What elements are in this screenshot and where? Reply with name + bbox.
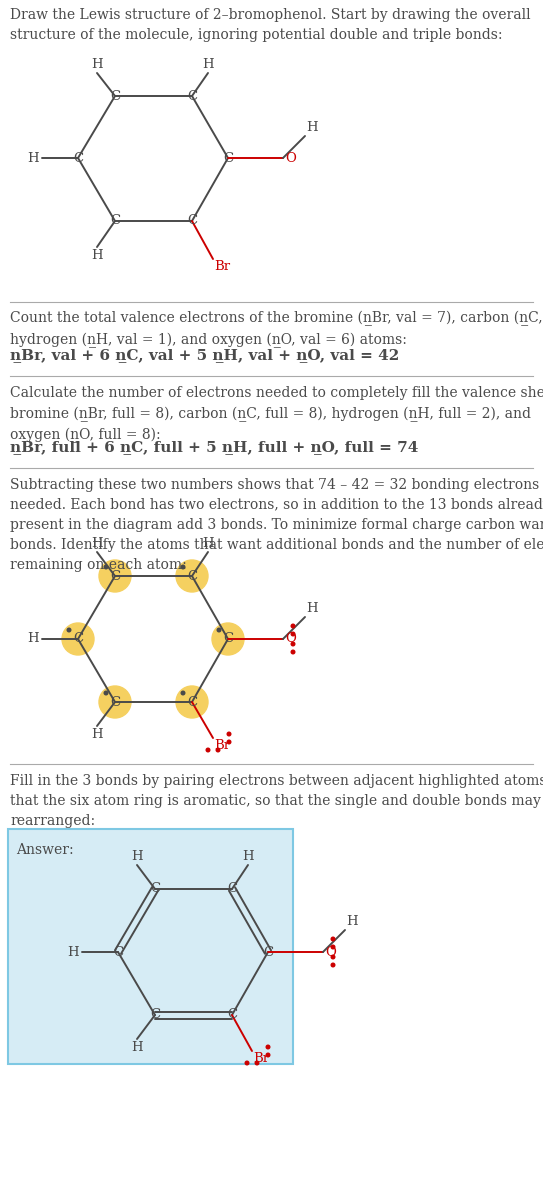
FancyBboxPatch shape xyxy=(8,830,293,1064)
Text: Fill in the 3 bonds by pairing electrons between adjacent highlighted atoms. Not: Fill in the 3 bonds by pairing electrons… xyxy=(10,774,543,828)
Text: C: C xyxy=(73,632,83,645)
Circle shape xyxy=(266,1054,270,1057)
Circle shape xyxy=(212,623,244,655)
Text: H: H xyxy=(306,122,318,135)
Circle shape xyxy=(206,748,210,752)
Text: C: C xyxy=(187,570,197,583)
Text: C: C xyxy=(223,632,233,645)
Text: H: H xyxy=(27,151,39,164)
Text: H: H xyxy=(242,850,254,863)
Circle shape xyxy=(176,560,208,592)
Text: Br: Br xyxy=(253,1053,269,1066)
Text: C: C xyxy=(227,1009,237,1022)
Text: H: H xyxy=(202,58,214,71)
Circle shape xyxy=(99,686,131,717)
Text: C: C xyxy=(110,695,120,708)
Text: H: H xyxy=(91,58,103,71)
Circle shape xyxy=(217,628,221,631)
Text: Draw the Lewis structure of 2–bromophenol. Start by drawing the overall
structur: Draw the Lewis structure of 2–bromopheno… xyxy=(10,8,531,41)
Text: C: C xyxy=(110,90,120,103)
Text: C: C xyxy=(187,695,197,708)
Text: Answer:: Answer: xyxy=(16,843,74,857)
Text: n̲Br, full + 6 n̲C, full + 5 n̲H, full + n̲O, full = 74: n̲Br, full + 6 n̲C, full + 5 n̲H, full +… xyxy=(10,440,418,454)
Circle shape xyxy=(62,623,94,655)
Circle shape xyxy=(216,748,220,752)
Text: H: H xyxy=(91,249,103,262)
Circle shape xyxy=(227,740,231,743)
Circle shape xyxy=(255,1061,259,1064)
Text: C: C xyxy=(150,883,160,896)
Text: H: H xyxy=(91,537,103,550)
Text: n̲Br, val + 6 n̲C, val + 5 n̲H, val + n̲O, val = 42: n̲Br, val + 6 n̲C, val + 5 n̲H, val + n̲… xyxy=(10,348,399,362)
Circle shape xyxy=(67,628,71,631)
Circle shape xyxy=(291,650,295,654)
Text: C: C xyxy=(227,883,237,896)
Circle shape xyxy=(99,560,131,592)
Text: H: H xyxy=(91,728,103,741)
Circle shape xyxy=(227,733,231,736)
Text: H: H xyxy=(306,602,318,615)
Circle shape xyxy=(176,686,208,717)
Text: Calculate the number of electrons needed to completely fill the valence shells f: Calculate the number of electrons needed… xyxy=(10,386,543,442)
Circle shape xyxy=(331,963,335,966)
Circle shape xyxy=(291,624,295,628)
Circle shape xyxy=(181,565,185,569)
Text: C: C xyxy=(73,151,83,164)
Text: C: C xyxy=(263,945,273,958)
Text: C: C xyxy=(113,945,123,958)
Circle shape xyxy=(331,937,335,940)
Circle shape xyxy=(291,642,295,645)
Text: O: O xyxy=(325,945,336,958)
Text: Subtracting these two numbers shows that 74 – 42 = 32 bonding electrons are
need: Subtracting these two numbers shows that… xyxy=(10,478,543,572)
Text: H: H xyxy=(67,945,79,958)
Circle shape xyxy=(266,1045,270,1049)
Circle shape xyxy=(181,691,185,695)
Circle shape xyxy=(331,945,335,949)
Circle shape xyxy=(291,632,295,636)
Text: C: C xyxy=(110,215,120,228)
Text: H: H xyxy=(27,632,39,645)
Text: Br: Br xyxy=(214,739,230,752)
Circle shape xyxy=(245,1061,249,1064)
Text: O: O xyxy=(285,632,296,645)
Text: H: H xyxy=(346,914,358,927)
Text: C: C xyxy=(150,1009,160,1022)
Text: H: H xyxy=(131,850,143,863)
Text: H: H xyxy=(131,1041,143,1054)
Text: H: H xyxy=(202,537,214,550)
Text: O: O xyxy=(285,151,296,164)
Text: C: C xyxy=(223,151,233,164)
Text: C: C xyxy=(187,215,197,228)
Circle shape xyxy=(104,691,108,695)
Text: C: C xyxy=(110,570,120,583)
Text: Count the total valence electrons of the bromine (n̲Br, val = 7), carbon (n̲C, v: Count the total valence electrons of the… xyxy=(10,312,543,348)
Text: C: C xyxy=(187,90,197,103)
Circle shape xyxy=(331,955,335,959)
Text: Br: Br xyxy=(214,260,230,273)
Circle shape xyxy=(104,565,108,569)
